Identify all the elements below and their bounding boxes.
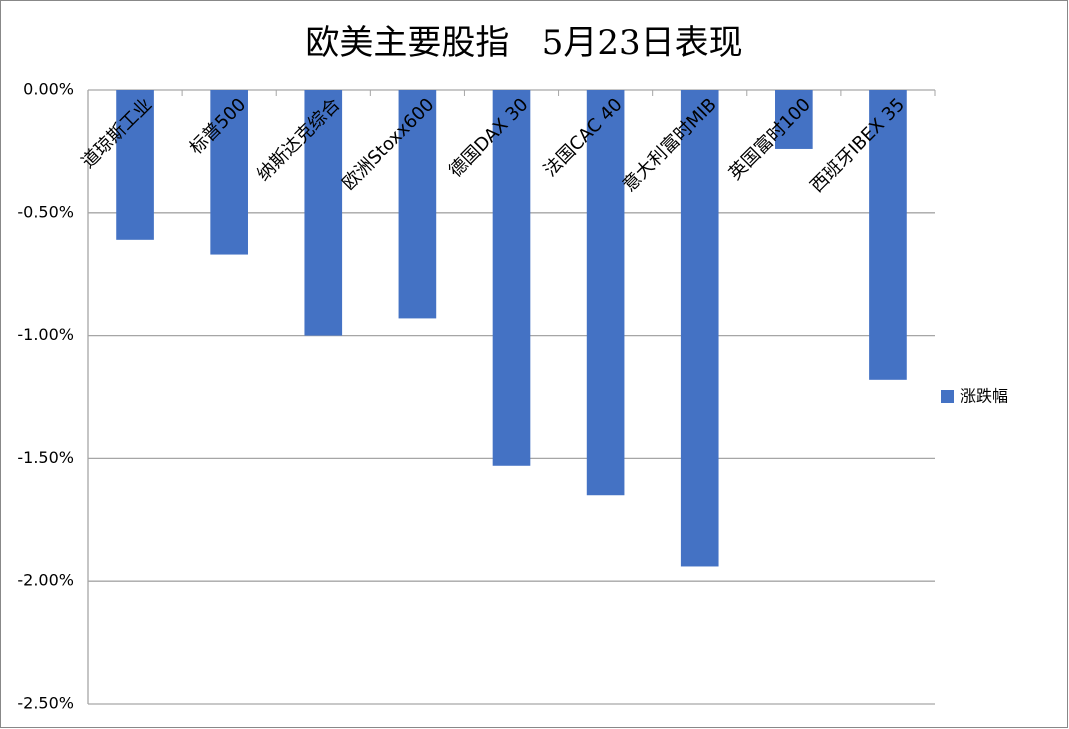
chart-title: 欧美主要股指 5月23日表现: [305, 23, 742, 63]
y-tick-label: -1.50%: [17, 448, 74, 467]
bar: [398, 90, 437, 319]
y-tick-label: -0.50%: [17, 202, 74, 221]
bar: [116, 90, 154, 240]
y-tick-label: -2.50%: [17, 694, 74, 713]
y-tick-label: -2.00%: [17, 571, 74, 590]
legend-label: 涨跌幅: [960, 387, 1008, 406]
y-tick-label: -1.00%: [17, 325, 74, 344]
bar: [869, 90, 907, 380]
y-tick-label: 0.00%: [23, 80, 74, 99]
bar: [210, 90, 248, 255]
bar: [586, 90, 625, 496]
bar: [304, 90, 343, 336]
bar: [680, 90, 719, 567]
bar: [775, 90, 813, 149]
bar: [492, 90, 531, 466]
legend-swatch: [941, 390, 954, 403]
